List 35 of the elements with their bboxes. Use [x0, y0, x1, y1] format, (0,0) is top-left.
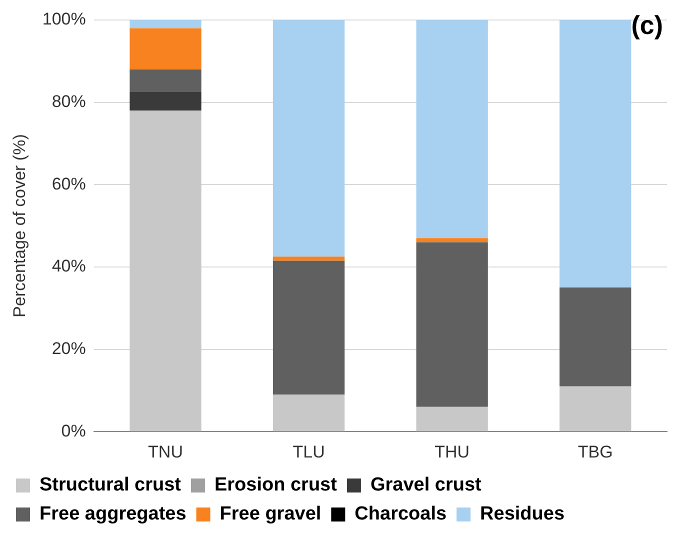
legend-label: Erosion crust — [214, 474, 338, 496]
x-tick-label: TNU — [148, 442, 183, 462]
x-tick-label: THU — [434, 442, 470, 462]
bar — [272, 260, 345, 395]
bar — [416, 406, 488, 432]
bar — [130, 92, 202, 111]
bar — [130, 20, 202, 28]
legend-label: Residues — [480, 504, 565, 525]
y-tick-label: 80% — [52, 92, 86, 112]
y-tick-label: 0% — [61, 421, 86, 440]
bar — [560, 288, 632, 386]
legend-label: Free aggregates — [40, 504, 186, 525]
bar — [416, 242, 488, 407]
y-tick-label: 20% — [52, 338, 86, 358]
y-tick-label: 40% — [52, 256, 86, 276]
y-tick-label: 60% — [52, 174, 86, 194]
x-tick-label: TBG — [578, 442, 613, 462]
bar — [130, 110, 202, 432]
legend-label: Charcoals — [354, 504, 447, 525]
legend-label: Structural crust — [40, 474, 182, 496]
legend-label: Gravel crust — [370, 474, 482, 496]
bar — [416, 238, 488, 242]
bar — [272, 256, 345, 261]
legend-label: Free gravel — [220, 504, 322, 525]
bar — [272, 20, 345, 257]
bar — [560, 20, 632, 288]
x-tick-label: TLU — [292, 442, 325, 462]
bar — [416, 20, 488, 238]
annotation: (c) — [631, 10, 663, 40]
bar — [130, 69, 202, 92]
y-tick-label: 100% — [42, 10, 86, 29]
bar — [130, 28, 202, 70]
bar — [560, 386, 632, 432]
bar — [272, 394, 345, 432]
y-axis-title: Percentage of cover (%) — [10, 134, 29, 318]
